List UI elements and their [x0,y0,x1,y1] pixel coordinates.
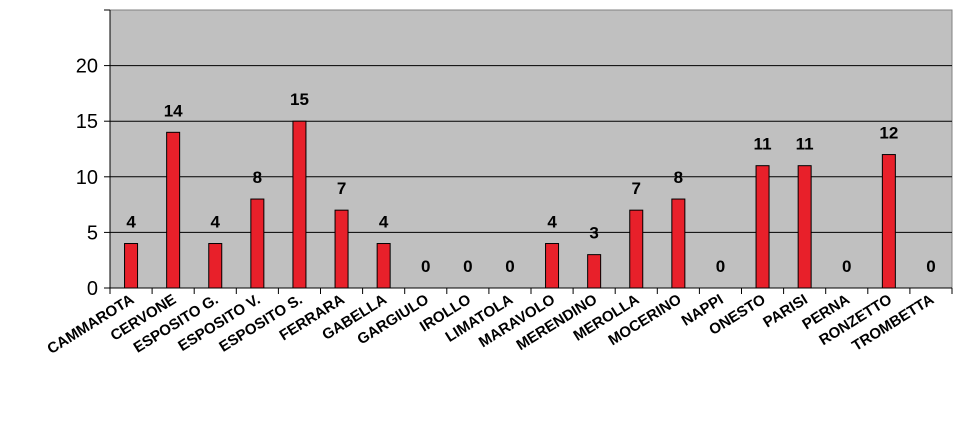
bar [334,209,349,289]
data-label: 3 [589,224,598,243]
bar [545,243,560,289]
data-label: 12 [879,124,898,143]
data-label: 0 [421,257,430,276]
data-label: 7 [632,179,641,198]
data-label: 4 [126,213,136,232]
data-label: 4 [211,213,221,232]
data-label: 0 [842,257,851,276]
bar [755,165,770,289]
y-tick-label: 20 [76,56,98,78]
data-label: 0 [463,257,472,276]
data-label: 0 [716,257,725,276]
data-label: 0 [926,257,935,276]
gridlines [110,65,952,233]
plot-area [109,9,953,289]
data-label: 4 [379,213,389,232]
bar [208,243,223,289]
bar [292,120,307,289]
data-label: 4 [547,213,557,232]
bar [671,198,686,289]
data-label: 0 [505,257,514,276]
y-tick-label: 15 [76,111,98,133]
data-label: 11 [754,135,772,154]
bars [124,120,896,289]
bar [250,198,265,289]
data-labels: 4 14 4 8 15 7 4 0 0 0 4 3 7 8 0 11 11 0 12 0 [126,90,935,276]
bar [881,154,896,289]
data-label: 14 [164,101,183,120]
bar [587,254,602,289]
data-label: 8 [674,168,683,187]
y-axis-ticks: 0 5 10 15 20 [76,56,98,300]
bar [376,243,391,289]
bar [124,243,139,289]
data-label: 7 [337,179,346,198]
bar [166,131,181,289]
bar [629,209,644,289]
y-tick-label: 10 [76,167,98,189]
data-label: 15 [290,90,309,109]
axes [104,9,953,294]
data-label: 11 [796,135,814,154]
y-tick-label: 0 [87,278,98,300]
bar [797,165,812,289]
data-label: 8 [253,168,262,187]
y-tick-label: 5 [87,222,98,244]
